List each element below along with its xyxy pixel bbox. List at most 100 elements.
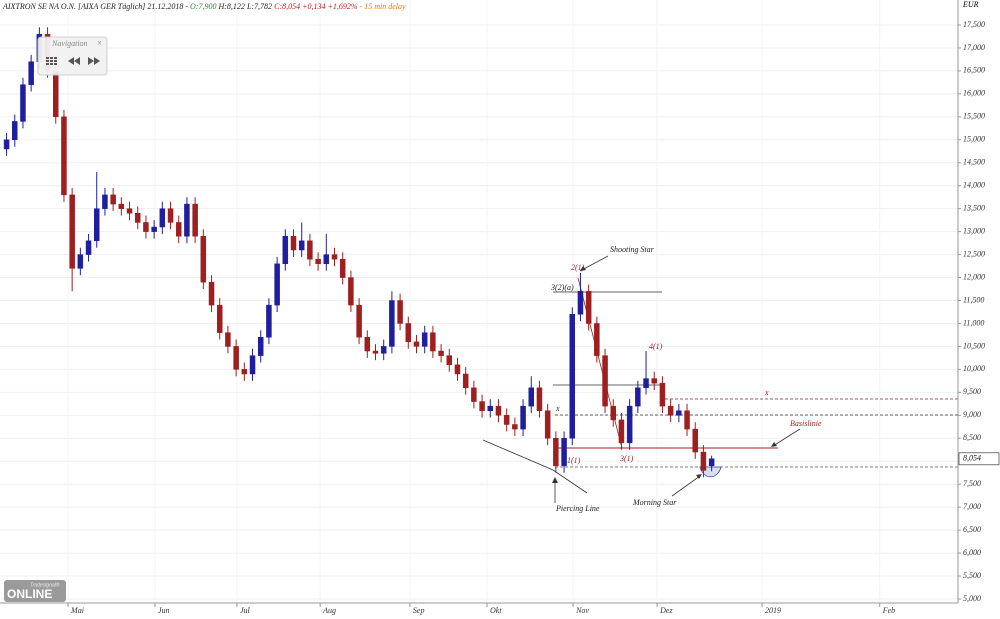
annotation: Piercing Line bbox=[555, 504, 600, 513]
annotation: x bbox=[555, 404, 560, 413]
annotation: 4(1) bbox=[649, 342, 663, 351]
candle-body bbox=[85, 240, 92, 255]
x-tick-label: 2019 bbox=[765, 606, 781, 615]
y-tick-label: 14,000 bbox=[963, 181, 985, 190]
candle-body bbox=[389, 300, 395, 347]
candle-body bbox=[282, 235, 289, 265]
y-tick-label: 10,000 bbox=[963, 364, 985, 373]
candle-body bbox=[216, 304, 223, 333]
trend-line bbox=[552, 469, 588, 494]
navigation-back[interactable] bbox=[68, 57, 80, 65]
header-open: O:7,900 bbox=[190, 2, 216, 11]
candle-body bbox=[339, 258, 346, 278]
candle-body bbox=[175, 222, 182, 237]
annotation: x bbox=[764, 388, 769, 397]
candle-body bbox=[167, 208, 174, 223]
y-tick-label: 9,000 bbox=[963, 410, 981, 419]
candle-body bbox=[77, 254, 84, 269]
candle-body bbox=[618, 419, 625, 444]
navigation-grid-icon[interactable] bbox=[46, 57, 57, 65]
candle-body bbox=[454, 364, 461, 375]
navigation-panel[interactable]: Navigation × bbox=[37, 36, 108, 76]
candle-body bbox=[708, 458, 715, 467]
candle-body bbox=[462, 373, 469, 389]
trend-line bbox=[482, 439, 554, 471]
x-tick-label: Jun bbox=[158, 606, 170, 615]
arrow bbox=[671, 475, 701, 497]
candle-body bbox=[667, 405, 674, 416]
candle-body bbox=[536, 387, 543, 411]
candle-body bbox=[315, 258, 321, 265]
candle-body bbox=[118, 203, 125, 209]
candle-body bbox=[553, 438, 559, 467]
candle-body bbox=[520, 405, 526, 430]
x-tick-label: Mai bbox=[70, 606, 84, 615]
candle-body bbox=[405, 323, 412, 343]
candle-body bbox=[446, 355, 453, 366]
navigation-title: Navigation bbox=[51, 39, 88, 48]
candle-body bbox=[528, 387, 535, 407]
header: AIXTRON SE NA O.N. [AIXA GER Täglich] 21… bbox=[2, 2, 406, 11]
y-tick-label: 13,000 bbox=[963, 226, 985, 235]
candle-body bbox=[102, 194, 108, 209]
candle-body bbox=[192, 203, 198, 237]
annotation: Morning Star bbox=[632, 498, 677, 507]
candle-body bbox=[12, 121, 18, 141]
navigation-close[interactable]: × bbox=[97, 38, 102, 48]
candle-body bbox=[225, 332, 231, 347]
last-price-box bbox=[958, 452, 1000, 466]
candle-body bbox=[364, 337, 371, 352]
candles bbox=[3, 27, 715, 478]
x-tick-label: Aug bbox=[322, 606, 336, 615]
header-name: AIXTRON SE NA O.N. [AIXA GER Täglich] 21… bbox=[2, 2, 188, 11]
candle-body bbox=[544, 410, 551, 439]
y-tick-label: 10,500 bbox=[963, 341, 985, 350]
annotation: Basislinie bbox=[790, 419, 822, 428]
candle-body bbox=[594, 323, 600, 356]
candle-body bbox=[143, 222, 149, 232]
candle-body bbox=[249, 355, 256, 375]
y-tick-label: 15,500 bbox=[963, 112, 985, 121]
candle-body bbox=[323, 254, 330, 265]
candle-body bbox=[659, 382, 666, 407]
candle-body bbox=[274, 263, 280, 306]
candle-body bbox=[61, 116, 67, 196]
candle-body bbox=[331, 254, 338, 260]
candle-body bbox=[610, 405, 617, 421]
y-tick-label: 15,000 bbox=[963, 135, 985, 144]
candle-body bbox=[93, 208, 100, 242]
candle-body bbox=[512, 424, 518, 430]
logo: Tradesignal® online bbox=[4, 580, 66, 602]
candle-body bbox=[3, 139, 10, 150]
annotation: 1(1) bbox=[567, 456, 581, 465]
x-tick-label: Nov bbox=[575, 606, 589, 615]
candle-body bbox=[643, 378, 649, 389]
candle-body bbox=[397, 300, 403, 324]
candle-body bbox=[257, 337, 264, 356]
candle-body bbox=[69, 194, 75, 269]
candle-body bbox=[487, 405, 494, 411]
candle-body bbox=[110, 194, 116, 205]
navigation-forward[interactable] bbox=[88, 57, 100, 65]
x-tick-label: Dez bbox=[659, 606, 673, 615]
candle-body bbox=[208, 281, 215, 306]
candle-body bbox=[692, 428, 698, 453]
y-tick-label: 17,500 bbox=[963, 20, 985, 29]
candle-body bbox=[569, 314, 576, 439]
candle-body bbox=[241, 369, 248, 375]
candle-body bbox=[151, 226, 157, 232]
x-tick-label: Jul bbox=[240, 606, 251, 615]
y-tick-label: 12,000 bbox=[963, 272, 985, 281]
candle-body bbox=[585, 291, 592, 324]
candle-body bbox=[421, 332, 428, 347]
header-delay: - 15 min delay bbox=[360, 2, 406, 11]
candle-body bbox=[184, 203, 190, 237]
candle-body bbox=[438, 350, 444, 356]
annotation: Shooting Star bbox=[610, 245, 655, 254]
y-tick-label: 9,500 bbox=[963, 387, 981, 396]
candle-body bbox=[413, 341, 420, 347]
logo-brand: Tradesignal® bbox=[30, 581, 60, 588]
candle-body bbox=[602, 355, 608, 407]
